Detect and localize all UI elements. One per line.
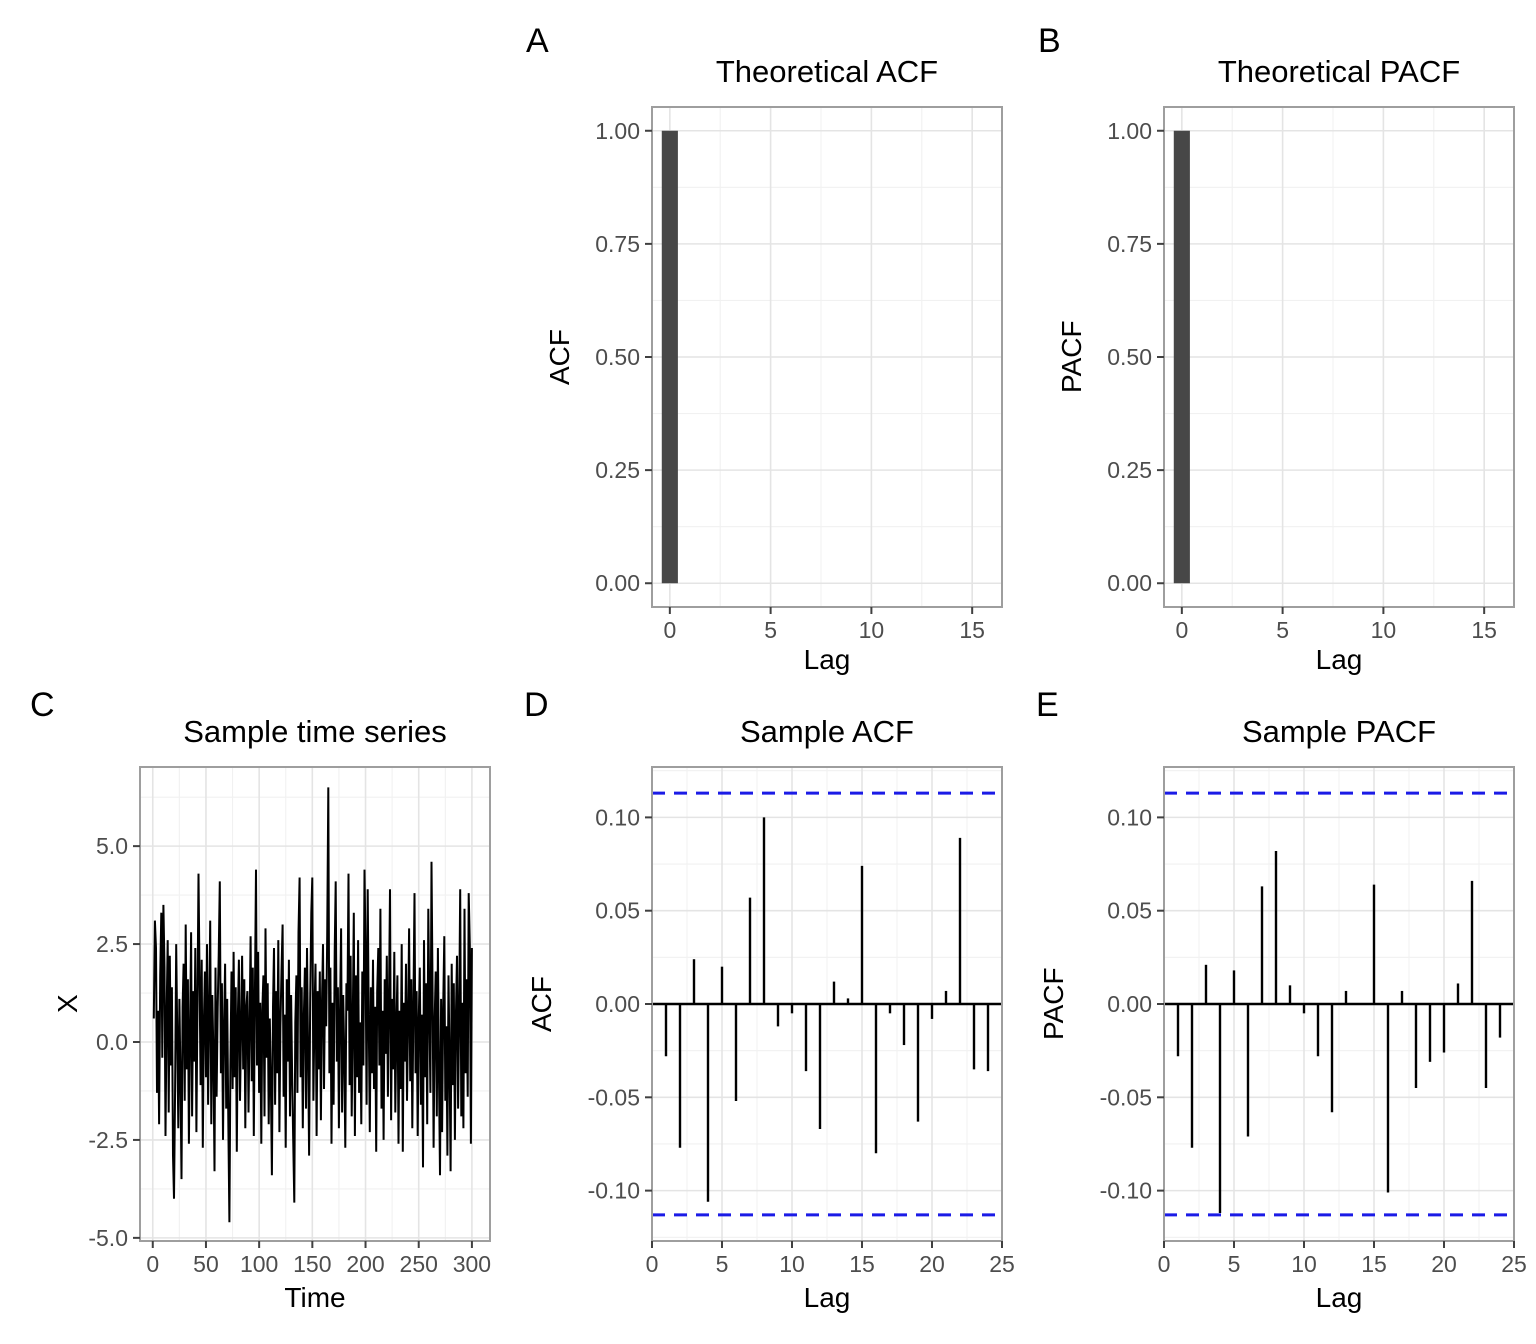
theoretical-pacf-title: Theoretical PACF (1217, 54, 1461, 89)
sample-pacf-y-axis-title: PACF (1038, 967, 1069, 1041)
svg-text:100: 100 (240, 1251, 278, 1277)
svg-text:-2.5: -2.5 (88, 1127, 128, 1153)
svg-text:0.10: 0.10 (595, 804, 640, 830)
svg-text:0.75: 0.75 (595, 231, 640, 257)
svg-text:0.00: 0.00 (1107, 991, 1152, 1017)
panel-letter-d: D (524, 686, 549, 724)
svg-text:0.50: 0.50 (595, 344, 640, 370)
svg-text:0.05: 0.05 (1107, 898, 1152, 924)
panel-sample-time-series: 0 50 100 150 200 250 300 -5.0 -2.5 0.0 2.5 5.0 C Sa… (0, 672, 512, 1344)
svg-text:150: 150 (293, 1251, 331, 1277)
panel-theoretical-pacf: 0 5 10 15 0.00 0.25 0.50 0.75 1.00 B Theoretical… (1024, 0, 1536, 675)
theoretical-acf-y-axis-title: ACF (544, 329, 575, 385)
svg-text:5.0: 5.0 (96, 833, 128, 859)
svg-text:0.25: 0.25 (595, 457, 640, 483)
panel-letter-a: A (526, 22, 549, 60)
svg-text:5: 5 (716, 1251, 729, 1277)
svg-text:-0.10: -0.10 (1100, 1178, 1152, 1204)
panel-sample-acf: 0 5 10 15 20 25 -0.10 -0.05 0.00 0.05 0.10 D Sampl… (512, 672, 1024, 1344)
panel-letter-e: E (1036, 686, 1059, 724)
svg-text:20: 20 (919, 1251, 945, 1277)
theoretical-acf-x-axis-title: Lag (803, 644, 851, 675)
svg-text:0.00: 0.00 (595, 991, 640, 1017)
sample-time-series-title: Sample time series (183, 714, 447, 749)
svg-text:15: 15 (1361, 1251, 1387, 1277)
svg-text:10: 10 (779, 1251, 805, 1277)
theoretical-pacf-x-axis-title: Lag (1315, 644, 1363, 675)
svg-text:0.10: 0.10 (1107, 804, 1152, 830)
svg-text:0: 0 (1158, 1251, 1171, 1277)
sample-acf-y-axis-title: ACF (526, 976, 557, 1032)
svg-text:20: 20 (1431, 1251, 1457, 1277)
svg-text:10: 10 (1371, 617, 1397, 643)
sample-pacf-plot-area: 0 5 10 15 20 25 -0.10 -0.05 0.00 0.05 0.10 (1100, 766, 1527, 1277)
svg-text:0: 0 (146, 1251, 159, 1277)
sample-acf-title: Sample ACF (739, 714, 914, 749)
svg-text:15: 15 (959, 617, 985, 643)
svg-text:10: 10 (1291, 1251, 1317, 1277)
svg-text:10: 10 (859, 617, 885, 643)
panel-sample-pacf: 0 5 10 15 20 25 -0.10 -0.05 0.00 0.05 0.10 E Sampl… (1024, 672, 1536, 1344)
svg-text:1.00: 1.00 (1107, 118, 1152, 144)
svg-text:25: 25 (1501, 1251, 1527, 1277)
sample-pacf-x-axis-title: Lag (1315, 1282, 1363, 1313)
svg-text:0: 0 (663, 617, 676, 643)
svg-text:15: 15 (849, 1251, 875, 1277)
svg-text:-0.05: -0.05 (1100, 1084, 1152, 1110)
svg-text:5: 5 (1276, 617, 1289, 643)
sample-time-series-y-axis-title: X (52, 994, 83, 1014)
sample-time-series-plot-area: 0 50 100 150 200 250 300 -5.0 -2.5 0.0 2.5 5.0 (88, 766, 491, 1277)
sample-acf-plot-area: 0 5 10 15 20 25 -0.10 -0.05 0.00 0.05 0.10 (588, 766, 1015, 1277)
svg-text:5: 5 (1228, 1251, 1241, 1277)
theoretical-acf-plot-area: 0 5 10 15 0.00 0.25 0.50 0.75 1.00 (595, 106, 1003, 643)
svg-text:200: 200 (346, 1251, 384, 1277)
sample-acf-x-axis-title: Lag (803, 1282, 851, 1313)
svg-text:-5.0: -5.0 (88, 1225, 128, 1251)
svg-text:50: 50 (193, 1251, 219, 1277)
svg-text:0.0: 0.0 (96, 1029, 128, 1055)
svg-text:0: 0 (1175, 617, 1188, 643)
svg-text:1.00: 1.00 (595, 118, 640, 144)
svg-text:300: 300 (453, 1251, 491, 1277)
empty-cell (0, 0, 512, 672)
theoretical-acf-title: Theoretical ACF (715, 54, 939, 89)
theoretical-pacf-y-axis-title: PACF (1056, 320, 1087, 394)
panel-theoretical-acf: 0 5 10 15 0.00 0.25 0.50 0.75 1.00 A Theoretical… (512, 0, 1024, 675)
sample-pacf-title: Sample PACF (1241, 714, 1437, 749)
panel-letter-b: B (1038, 22, 1061, 60)
svg-text:-0.10: -0.10 (588, 1178, 640, 1204)
svg-text:0: 0 (646, 1251, 659, 1277)
theoretical-pacf-plot-area: 0 5 10 15 0.00 0.25 0.50 0.75 1.00 (1107, 106, 1515, 643)
svg-text:-0.05: -0.05 (588, 1084, 640, 1110)
svg-text:0.05: 0.05 (595, 898, 640, 924)
svg-text:0.25: 0.25 (1107, 457, 1152, 483)
svg-text:0.50: 0.50 (1107, 344, 1152, 370)
svg-text:250: 250 (400, 1251, 438, 1277)
svg-text:25: 25 (989, 1251, 1015, 1277)
svg-text:0.75: 0.75 (1107, 231, 1152, 257)
sample-time-series-x-axis-title: Time (284, 1282, 346, 1313)
panel-letter-c: C (30, 686, 55, 724)
svg-text:2.5: 2.5 (96, 931, 128, 957)
svg-text:0.00: 0.00 (1107, 570, 1152, 596)
svg-text:15: 15 (1471, 617, 1497, 643)
svg-text:5: 5 (764, 617, 777, 643)
svg-text:0.00: 0.00 (595, 570, 640, 596)
